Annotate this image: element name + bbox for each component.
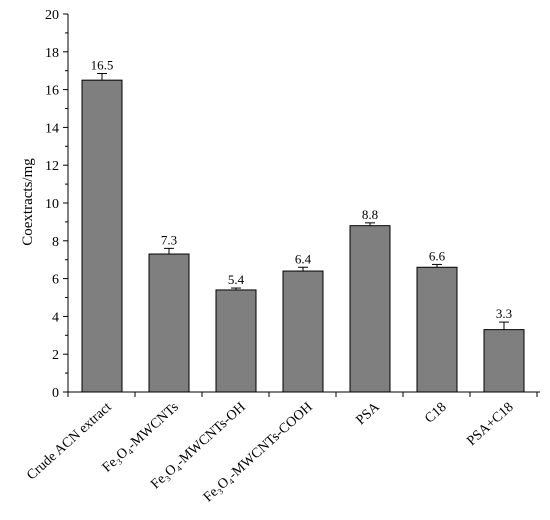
y-tick-label: 0: [52, 386, 59, 401]
y-tick-label: 2: [52, 348, 59, 363]
data-label: 6.4: [295, 251, 312, 266]
axes-layer: [63, 13, 540, 397]
x-tick-label: Crude ACN extract: [24, 400, 114, 484]
x-tick-label: C18: [422, 400, 449, 427]
data-label: 5.4: [228, 272, 245, 287]
y-tick-label: 10: [45, 197, 59, 212]
y-tick-label: 12: [45, 159, 59, 174]
data-label: 7.3: [161, 232, 177, 247]
bar: [282, 270, 324, 393]
y-tick-label: 4: [52, 310, 59, 325]
bar: [81, 79, 123, 393]
data-label: 8.8: [362, 207, 378, 222]
y-axis-title: Coextracts/mg: [20, 158, 36, 246]
data-label: 6.6: [429, 248, 446, 263]
x-tick-label: Fe₃O₄-MWCNTs-COOH: [201, 400, 316, 505]
bars-layer: [81, 73, 525, 393]
y-tick-label: 6: [52, 273, 59, 288]
bar: [349, 225, 391, 393]
bar: [483, 329, 525, 393]
x-tick-label: PSA: [354, 399, 384, 428]
y-tick-label: 18: [45, 46, 59, 61]
y-tick-label: 16: [45, 84, 59, 99]
y-tick-label: 8: [52, 235, 59, 250]
data-label: 3.3: [496, 306, 512, 321]
x-tick-label: PSA+C18: [464, 400, 516, 449]
bar: [215, 289, 257, 393]
data-label: 16.5: [91, 58, 114, 73]
y-tick-label: 14: [45, 121, 59, 136]
y-tick-label: 20: [45, 8, 59, 23]
bar: [148, 253, 190, 393]
bar: [416, 266, 458, 393]
